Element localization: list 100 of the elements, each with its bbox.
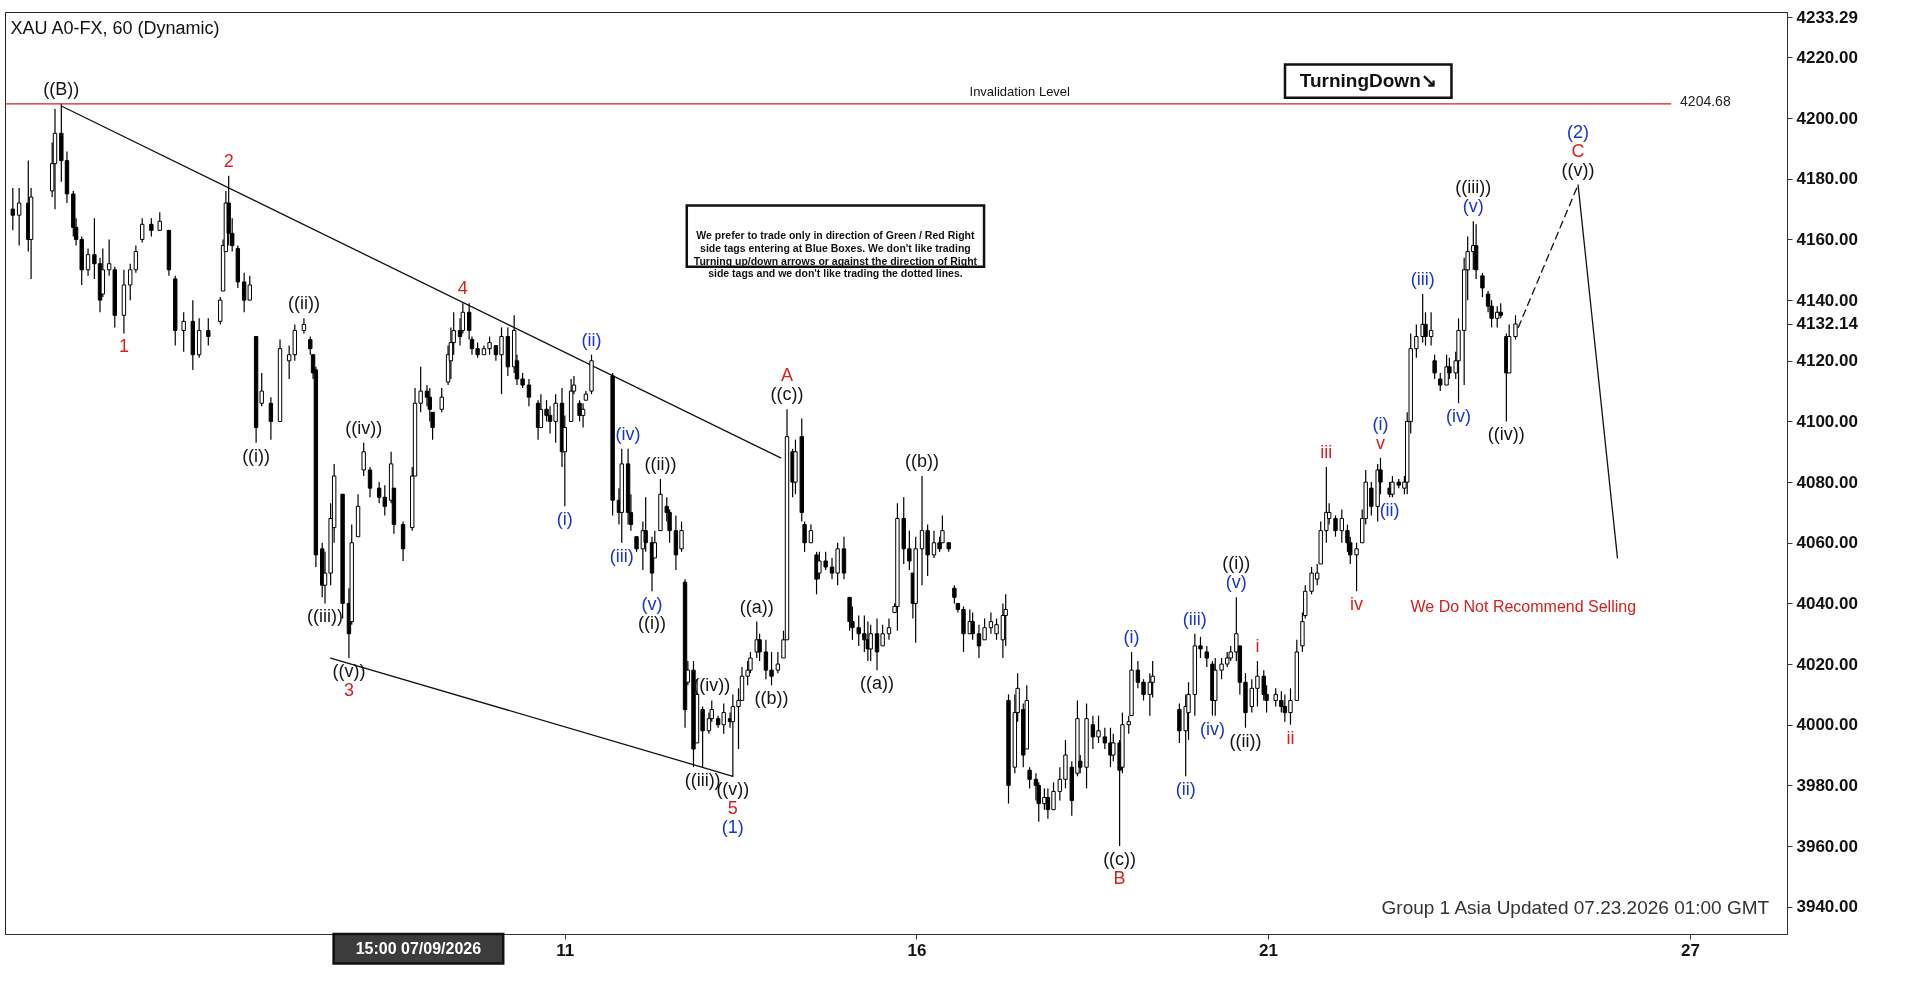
annotation: ((b)) bbox=[905, 451, 940, 472]
annotation: (iii) bbox=[609, 545, 634, 566]
y-tick-label: 3940.00 bbox=[1796, 897, 1858, 917]
candlestick bbox=[361, 442, 366, 477]
candlestick bbox=[952, 584, 957, 605]
annotation: ((iii)) bbox=[1455, 177, 1492, 198]
annotation: (v) bbox=[641, 594, 663, 615]
x-tick-label: 27 bbox=[1680, 940, 1700, 960]
candlestick bbox=[85, 247, 91, 277]
candlestick bbox=[886, 617, 892, 641]
annotation: ((i)) bbox=[638, 613, 666, 634]
y-tick-label: 4160.00 bbox=[1796, 229, 1858, 249]
y-tick-label: 4140.00 bbox=[1796, 290, 1858, 310]
y-tick-label: 4233.29 bbox=[1796, 7, 1858, 27]
annotation: (v) bbox=[1462, 196, 1484, 217]
candlestick bbox=[16, 187, 22, 247]
annotation: (iii) bbox=[1182, 608, 1207, 629]
candlestick bbox=[1027, 766, 1032, 790]
annotation: ((c)) bbox=[1103, 849, 1137, 870]
annotation: 4 bbox=[457, 278, 468, 299]
annotation: ((v)) bbox=[1561, 159, 1595, 180]
y-tick-label: 4200.00 bbox=[1796, 108, 1858, 128]
annotation: 3 bbox=[343, 679, 354, 700]
y-tick-label: 4040.00 bbox=[1796, 593, 1858, 613]
candlestick bbox=[580, 402, 586, 429]
annotation: ((iv)) bbox=[1487, 424, 1525, 445]
annotation: ((i)) bbox=[1222, 553, 1251, 574]
annotation: ((a)) bbox=[739, 596, 774, 617]
candlestick bbox=[802, 520, 807, 553]
candlestick bbox=[218, 296, 223, 325]
annotation: (v) bbox=[1225, 572, 1247, 593]
annotation: 1 bbox=[118, 336, 129, 357]
annotation: (2) bbox=[1567, 122, 1590, 143]
y-tick-label: 4020.00 bbox=[1796, 654, 1858, 674]
candlestick bbox=[268, 396, 274, 441]
annotation: ((ii)) bbox=[1229, 730, 1262, 751]
annotation: ((b)) bbox=[754, 688, 789, 709]
annotation: (ii) bbox=[1175, 779, 1196, 800]
y-tick-label: 3960.00 bbox=[1796, 836, 1858, 856]
annotation: ((iii)) bbox=[307, 606, 344, 627]
annotation: Group 1 Asia Updated 07.23.2026 01:00 GMT bbox=[1381, 897, 1770, 919]
candlestick bbox=[1432, 354, 1437, 380]
candlestick bbox=[140, 217, 145, 244]
annotation: 5 bbox=[727, 798, 738, 819]
chart-title: XAU A0-FX, 60 (Dynamic) bbox=[10, 18, 220, 39]
y-tick-label: 4180.00 bbox=[1796, 169, 1858, 189]
annotation: TurningDown↘ bbox=[1299, 70, 1437, 92]
annotation: (iii) bbox=[1410, 269, 1435, 290]
annotation: We prefer to trade only in direction of Green / Red Right side tags entering at Blue Boxes. We don't like trading Turning up/down arrows or against the direction of Right side tags and we don't like trading the dotted lines. bbox=[693, 229, 978, 280]
candlestick bbox=[757, 633, 762, 662]
annotation: 2 bbox=[223, 150, 234, 171]
candlestick bbox=[970, 611, 975, 641]
annotation: ((a)) bbox=[860, 673, 895, 694]
annotation: ((iv)) bbox=[345, 417, 383, 438]
annotation: (i) bbox=[556, 509, 573, 530]
y-tick-label: 4100.00 bbox=[1796, 411, 1858, 431]
candlestick bbox=[149, 217, 154, 238]
annotation: ((i)) bbox=[242, 445, 271, 466]
annotation: i bbox=[1255, 636, 1260, 657]
annotation: (ii) bbox=[581, 329, 602, 350]
candlestick bbox=[808, 523, 814, 544]
annotation: (1) bbox=[721, 817, 744, 838]
y-tick-label: 4060.00 bbox=[1796, 533, 1858, 553]
annotation: A bbox=[781, 365, 794, 386]
annotation: ii bbox=[1286, 727, 1295, 748]
annotation: (iv) bbox=[1446, 406, 1472, 427]
annotation: ((ii)) bbox=[644, 454, 677, 475]
y-tick-label: 4120.00 bbox=[1796, 351, 1858, 371]
candlestick bbox=[10, 187, 16, 231]
annotation: ((v)) bbox=[332, 661, 366, 682]
candlestick bbox=[775, 651, 781, 674]
annotation: (iv) bbox=[615, 423, 641, 444]
x-tick-label: 11 bbox=[556, 940, 575, 960]
candlestick bbox=[157, 211, 162, 231]
y-tick-label: 4132.14 bbox=[1796, 314, 1859, 334]
y-tick-label: 4220.00 bbox=[1796, 47, 1858, 67]
annotation: iv bbox=[1350, 594, 1364, 615]
y-tick-label: 4000.00 bbox=[1796, 715, 1858, 735]
annotation: We Do Not Recommend Selling bbox=[1410, 597, 1637, 615]
annotation: ((B)) bbox=[43, 78, 80, 99]
candlestick bbox=[526, 378, 532, 407]
annotation: (i) bbox=[1372, 413, 1389, 434]
candlestick bbox=[181, 311, 186, 353]
y-tick-label: 4080.00 bbox=[1796, 472, 1858, 492]
annotation: ((ii)) bbox=[287, 293, 320, 314]
y-tick-label: 3980.00 bbox=[1796, 775, 1858, 795]
annotation: (iv) bbox=[1199, 718, 1225, 739]
annotation: (i) bbox=[1123, 626, 1140, 647]
candlestick bbox=[367, 466, 373, 498]
annotation: iii bbox=[1320, 441, 1333, 462]
candlestick bbox=[439, 387, 444, 413]
text: 15:00 07/09/2026 bbox=[355, 939, 482, 957]
x-tick-label: 21 bbox=[1259, 940, 1278, 960]
candlestick bbox=[206, 317, 211, 347]
ref-line-label: 4204.68 bbox=[1680, 92, 1731, 109]
annotation: (ii) bbox=[1379, 500, 1400, 521]
annotation: Invalidation Level bbox=[969, 83, 1071, 99]
candlestick bbox=[1480, 272, 1485, 298]
candlestick bbox=[1204, 645, 1209, 668]
x-tick-label: 16 bbox=[907, 940, 927, 960]
